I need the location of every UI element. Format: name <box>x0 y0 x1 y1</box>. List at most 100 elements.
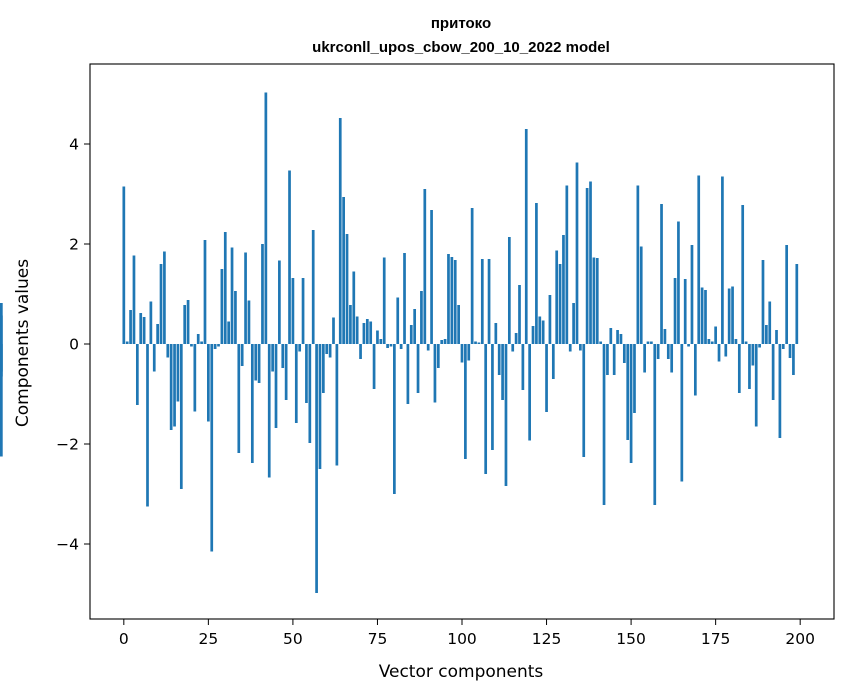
bar-18 <box>183 305 187 344</box>
bar-163 <box>673 278 677 344</box>
bar-123 <box>538 316 542 344</box>
bar-151 <box>633 344 636 413</box>
bar-158 <box>656 344 660 359</box>
bar-undefined <box>0 315 3 344</box>
bar-85 <box>409 325 413 344</box>
bar-80 <box>393 344 396 494</box>
y-axis-ticks: −4 −2 0 2 4 <box>56 136 90 554</box>
bar-144 <box>609 328 613 344</box>
bar-50 <box>291 278 295 344</box>
bar-153 <box>639 246 643 344</box>
bar-196 <box>785 245 789 344</box>
bar-46 <box>278 260 281 344</box>
bar-193 <box>775 330 778 344</box>
bar-106 <box>480 259 484 344</box>
bar-37 <box>247 300 251 344</box>
y-tick-label: −4 <box>56 536 79 554</box>
bar-195 <box>781 344 785 349</box>
bar-179 <box>727 288 731 344</box>
bar-136 <box>582 344 586 457</box>
bar-132 <box>568 344 572 352</box>
bar-70 <box>359 344 362 359</box>
bar-53 <box>301 278 305 344</box>
bar-112 <box>501 344 504 400</box>
bar-97 <box>450 257 454 344</box>
bar-28 <box>217 344 220 347</box>
bar-5 <box>139 313 143 344</box>
bar-79 <box>389 344 393 347</box>
bar-148 <box>622 344 626 363</box>
y-axis-label: Components values <box>13 259 33 427</box>
bar-141 <box>599 341 603 344</box>
bar-31 <box>227 321 231 344</box>
bar-40 <box>257 344 261 383</box>
bar-198 <box>792 344 795 375</box>
bar-60 <box>325 344 329 354</box>
bar-100 <box>460 344 464 363</box>
bar-180 <box>731 286 734 344</box>
bar-68 <box>352 271 356 344</box>
bar-173 <box>707 339 711 344</box>
bar-69 <box>355 316 359 344</box>
bar-187 <box>754 344 758 427</box>
bar-133 <box>572 303 575 344</box>
bar-8 <box>149 301 153 344</box>
bar-127 <box>551 344 555 379</box>
bar-3 <box>132 255 136 344</box>
bar-30 <box>223 232 227 344</box>
bar-146 <box>616 330 619 344</box>
chart-subtitle: ukrconll_upos_cbow_200_10_2022 model <box>312 39 610 56</box>
bar-175 <box>714 326 717 344</box>
bar-10 <box>156 324 159 344</box>
bar-171 <box>700 287 704 344</box>
bar-192 <box>771 344 775 400</box>
bar-174 <box>710 341 714 344</box>
bar-41 <box>261 244 264 344</box>
bar-154 <box>643 344 646 373</box>
y-tick-label: 2 <box>69 236 79 254</box>
bar-84 <box>406 344 410 404</box>
x-tick-label: 50 <box>283 630 303 648</box>
bar-93 <box>436 344 440 368</box>
bar-164 <box>677 221 680 344</box>
bar-39 <box>254 344 258 381</box>
bar-83 <box>403 253 406 344</box>
bar-20 <box>190 344 193 347</box>
bar-72 <box>365 319 369 344</box>
bar-81 <box>396 297 400 344</box>
bar-76 <box>379 339 383 344</box>
bar-22 <box>196 334 200 344</box>
bar-125 <box>545 344 548 412</box>
bars-group <box>0 92 799 593</box>
bar-176 <box>717 344 721 362</box>
bar-143 <box>606 344 609 375</box>
bar-52 <box>298 344 302 352</box>
bar-77 <box>382 257 386 344</box>
x-tick-label: 200 <box>785 630 815 648</box>
bar-185 <box>748 344 751 389</box>
bar-14 <box>169 344 173 430</box>
bar-12 <box>163 251 166 344</box>
bar-9 <box>152 344 156 372</box>
bar-137 <box>585 188 589 344</box>
bar-131 <box>565 185 569 344</box>
bar-62 <box>332 317 335 344</box>
bar-169 <box>693 344 697 396</box>
x-tick-label: 175 <box>701 630 731 648</box>
bar-162 <box>670 344 674 373</box>
bar-66 <box>345 234 349 344</box>
bar-194 <box>778 344 782 438</box>
bar-61 <box>328 344 332 358</box>
bar-35 <box>240 344 244 366</box>
x-axis-ticks: 0 25 50 75 100 125 150 175 200 <box>119 619 815 648</box>
bar-189 <box>761 260 765 344</box>
bar-168 <box>690 245 694 344</box>
bar-63 <box>335 344 339 466</box>
bar-138 <box>589 181 592 344</box>
bar-147 <box>619 334 623 344</box>
bar-6 <box>142 317 146 344</box>
bar-181 <box>734 339 738 344</box>
bar-95 <box>443 339 447 344</box>
bar-27 <box>213 344 217 349</box>
bar-48 <box>284 344 288 400</box>
